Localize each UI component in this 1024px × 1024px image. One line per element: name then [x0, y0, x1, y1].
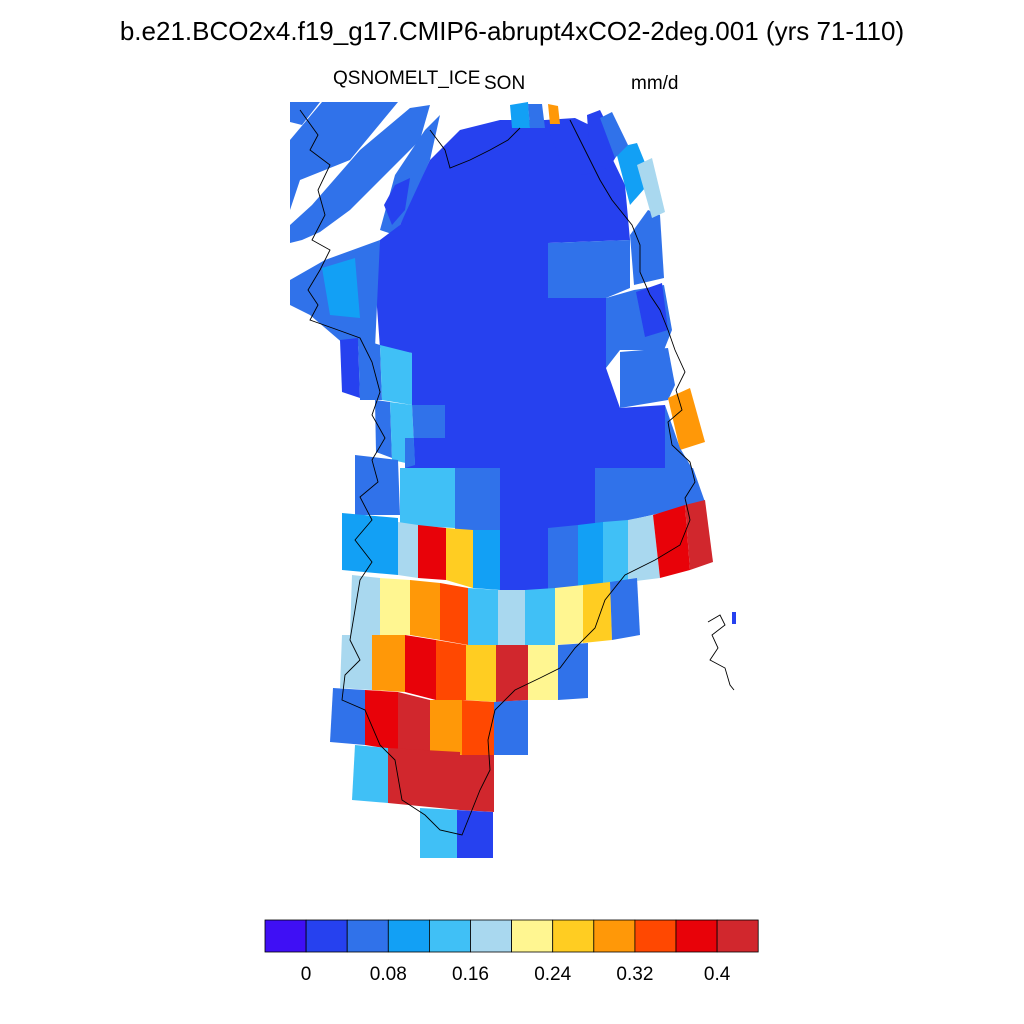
map-cell	[555, 585, 583, 645]
colorbar-swatch	[716, 919, 759, 953]
map-cell	[732, 612, 736, 624]
colorbar-tick-label: 0	[301, 964, 312, 985]
map-cell	[352, 745, 388, 803]
colorbar-swatch	[552, 919, 595, 953]
colorbar-swatch	[511, 919, 554, 953]
map-cell	[548, 104, 560, 124]
map-cell	[620, 348, 675, 408]
map-cell	[430, 700, 462, 755]
units-label: mm/d	[631, 73, 679, 94]
colorbar-tick-label: 0.4	[704, 964, 731, 985]
map-cell	[630, 210, 664, 285]
map-cell	[436, 640, 466, 700]
map-cell	[510, 102, 530, 128]
map-cell	[365, 690, 398, 750]
map-cell	[494, 700, 528, 755]
map-cell	[340, 338, 360, 398]
map-cell	[400, 468, 455, 528]
map-cell	[455, 468, 500, 530]
map-cell	[636, 283, 668, 337]
coastline	[707, 614, 735, 691]
map-cell	[375, 120, 665, 590]
map-cell	[466, 645, 496, 702]
colorbar-swatch	[470, 919, 512, 953]
map-cell	[380, 345, 412, 405]
map-cell	[668, 388, 705, 450]
map-cell	[583, 582, 612, 643]
colorbar-tick-label: 0.32	[616, 964, 653, 985]
map-cell	[384, 178, 410, 225]
map-cell	[418, 525, 446, 580]
data-cells	[290, 102, 736, 858]
coastlines	[299, 109, 735, 836]
map-cell	[460, 755, 494, 812]
colorbar-swatch	[387, 919, 430, 953]
map-cell	[685, 500, 713, 570]
map-cell	[457, 810, 493, 858]
map-cell	[548, 525, 578, 590]
map-cell	[665, 405, 693, 470]
season-label: SON	[484, 73, 526, 94]
colorbar-swatch	[264, 919, 307, 953]
map-cell	[558, 643, 588, 700]
map-cell	[405, 405, 445, 468]
map-cell	[358, 338, 382, 400]
map-cell	[290, 102, 320, 125]
map-cell	[290, 102, 398, 210]
map-cell	[340, 635, 372, 690]
variable-name: QSNOMELT_ICE	[333, 68, 481, 89]
map-cell	[322, 258, 360, 318]
map-cell	[342, 513, 398, 575]
map-cell	[355, 455, 400, 515]
plot-title: b.e21.BCO2x4.f19_g17.CMIP6-abrupt4xCO2-2…	[119, 16, 905, 46]
map-cell	[525, 588, 555, 645]
map-cell	[578, 522, 603, 588]
map-cell	[350, 575, 380, 635]
colorbar-tick-label: 0.08	[370, 964, 407, 985]
map-cell	[398, 522, 418, 578]
map-cell	[405, 635, 436, 700]
map-cell	[440, 583, 468, 645]
coastline	[429, 127, 521, 169]
map-cell	[548, 240, 630, 298]
map-cell	[372, 635, 405, 692]
map-cell	[528, 645, 558, 700]
map-cell	[330, 688, 365, 745]
map-cell	[610, 578, 640, 640]
map-cell	[398, 692, 430, 752]
map-cell	[600, 112, 628, 158]
map-cell	[653, 505, 690, 578]
map-cell	[420, 808, 457, 858]
colorbar-swatch	[593, 919, 636, 953]
map-cell	[473, 530, 500, 590]
map-cell	[528, 104, 545, 128]
colorbar-tick-label: 0.16	[452, 964, 489, 985]
map-cell	[587, 110, 620, 170]
colorbar-tick-label: 0.24	[534, 964, 571, 985]
colorbar-swatch	[305, 919, 348, 953]
map-cell	[375, 400, 392, 458]
map-cell	[380, 578, 410, 635]
map-cell	[446, 528, 473, 588]
map-cell	[595, 468, 705, 528]
map-cell	[468, 588, 498, 645]
map-cell	[410, 580, 440, 640]
map-cell	[615, 143, 652, 205]
map-cell	[628, 515, 660, 582]
map-cell	[498, 590, 525, 645]
map-cell	[462, 700, 494, 755]
map-cell	[290, 105, 430, 243]
colorbar-swatch	[634, 919, 677, 953]
map-cell	[603, 520, 628, 585]
map-cell	[388, 748, 460, 810]
colorbar-swatch	[675, 919, 718, 953]
map-cell	[637, 158, 665, 218]
colorbar-swatch	[428, 919, 471, 953]
coastline	[299, 109, 696, 836]
colorbar-swatch	[346, 919, 389, 953]
